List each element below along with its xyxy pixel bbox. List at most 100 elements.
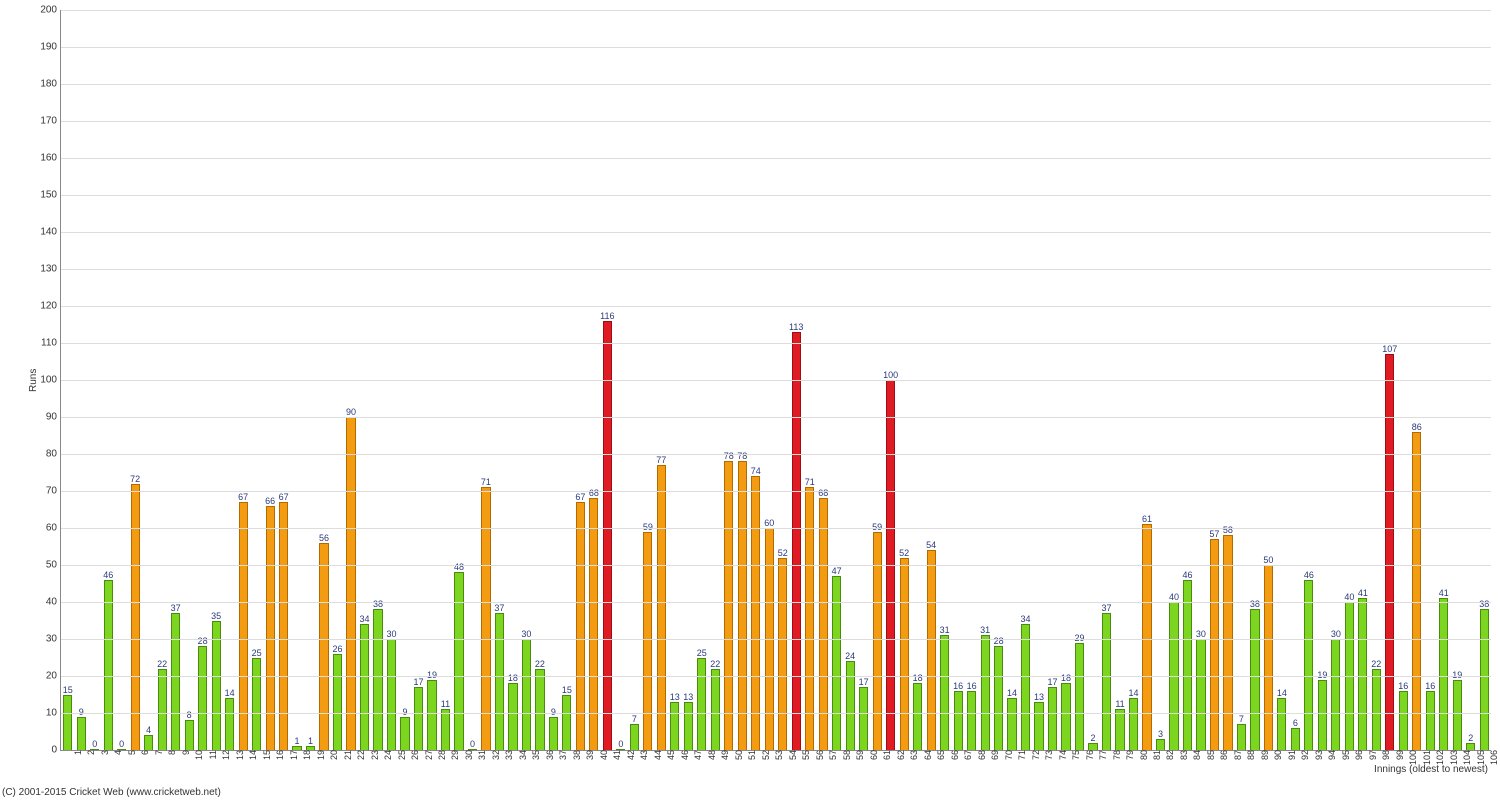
bar: 30 xyxy=(1196,639,1205,750)
bar: 54 xyxy=(927,550,936,750)
x-tick-label: 75 xyxy=(1069,750,1081,760)
bar: 22 xyxy=(158,669,167,750)
bar: 22 xyxy=(1372,669,1381,750)
bar: 17 xyxy=(859,687,868,750)
bar: 14 xyxy=(1129,698,1138,750)
bar: 13 xyxy=(1034,702,1043,750)
bar-value-label: 52 xyxy=(778,548,788,559)
x-tick-label: 64 xyxy=(921,750,933,760)
y-tick-label: 30 xyxy=(46,634,61,645)
bar: 13 xyxy=(684,702,693,750)
x-tick-label: 51 xyxy=(745,750,757,760)
gridline xyxy=(61,10,1491,11)
bar: 9 xyxy=(77,717,86,750)
bar-value-label: 34 xyxy=(1021,614,1031,625)
x-tick-label: 44 xyxy=(651,750,663,760)
bar: 11 xyxy=(441,709,450,750)
bar: 2 xyxy=(1088,743,1097,750)
x-tick-label: 81 xyxy=(1150,750,1162,760)
bar-value-label: 16 xyxy=(1398,681,1408,692)
bar: 11 xyxy=(1115,709,1124,750)
bar-value-label: 72 xyxy=(130,474,140,485)
y-tick-label: 50 xyxy=(46,560,61,571)
y-axis-title: Runs xyxy=(28,369,39,392)
runs-by-innings-chart: 1590460724223782835146725666711562690343… xyxy=(0,0,1500,800)
x-tick-label: 102 xyxy=(1433,750,1445,765)
bar-value-label: 37 xyxy=(1101,603,1111,614)
bar: 17 xyxy=(414,687,423,750)
bar-value-label: 61 xyxy=(1142,514,1152,525)
bar-value-label: 13 xyxy=(1034,692,1044,703)
x-tick-label: 39 xyxy=(583,750,595,760)
bar-value-label: 14 xyxy=(1128,688,1138,699)
bar: 4 xyxy=(144,735,153,750)
y-tick-label: 160 xyxy=(40,153,61,164)
y-tick-label: 180 xyxy=(40,79,61,90)
x-tick-label: 2 xyxy=(84,750,96,755)
x-tick-label: 36 xyxy=(543,750,555,760)
bar-value-label: 25 xyxy=(252,648,262,659)
y-tick-label: 120 xyxy=(40,301,61,312)
x-tick-label: 6 xyxy=(138,750,150,755)
gridline xyxy=(61,417,1491,418)
x-tick-label: 57 xyxy=(826,750,838,760)
bar: 38 xyxy=(1480,609,1489,750)
bar: 14 xyxy=(1007,698,1016,750)
bar-value-label: 37 xyxy=(494,603,504,614)
bar-value-label: 74 xyxy=(751,466,761,477)
gridline xyxy=(61,380,1491,381)
x-tick-label: 33 xyxy=(502,750,514,760)
x-tick-label: 73 xyxy=(1042,750,1054,760)
y-tick-label: 80 xyxy=(46,449,61,460)
x-tick-label: 66 xyxy=(948,750,960,760)
bar: 78 xyxy=(738,461,747,750)
bar: 37 xyxy=(171,613,180,750)
bar: 19 xyxy=(1318,680,1327,750)
bar: 38 xyxy=(1250,609,1259,750)
bar-value-label: 113 xyxy=(789,322,803,333)
x-tick-label: 97 xyxy=(1366,750,1378,760)
x-tick-label: 91 xyxy=(1285,750,1297,760)
bar: 46 xyxy=(104,580,113,750)
x-tick-label: 77 xyxy=(1096,750,1108,760)
x-tick-label: 15 xyxy=(260,750,272,760)
gridline xyxy=(61,232,1491,233)
x-tick-label: 82 xyxy=(1163,750,1175,760)
gridline xyxy=(61,713,1491,714)
bar-value-label: 22 xyxy=(157,659,167,670)
bar-value-label: 46 xyxy=(1182,570,1192,581)
bar-value-label: 2 xyxy=(1091,733,1096,744)
bar-value-label: 57 xyxy=(1209,529,1219,540)
bar: 61 xyxy=(1142,524,1151,750)
x-tick-label: 7 xyxy=(152,750,164,755)
x-tick-label: 78 xyxy=(1110,750,1122,760)
bar: 17 xyxy=(1048,687,1057,750)
x-tick-label: 71 xyxy=(1015,750,1027,760)
bar-value-label: 11 xyxy=(1115,699,1124,710)
bar: 2 xyxy=(1466,743,1475,750)
gridline xyxy=(61,47,1491,48)
bar: 16 xyxy=(967,691,976,750)
bar: 28 xyxy=(994,646,1003,750)
bar: 77 xyxy=(657,465,666,750)
bar: 31 xyxy=(981,635,990,750)
bar: 31 xyxy=(940,635,949,750)
bar-value-label: 17 xyxy=(1048,677,1058,688)
bar: 9 xyxy=(549,717,558,750)
y-tick-label: 90 xyxy=(46,412,61,423)
bar: 41 xyxy=(1439,598,1448,750)
bar-value-label: 15 xyxy=(63,685,73,696)
y-tick-label: 20 xyxy=(46,671,61,682)
bar-value-label: 41 xyxy=(1439,588,1449,599)
bar: 90 xyxy=(346,417,355,750)
x-tick-label: 72 xyxy=(1029,750,1041,760)
x-tick-label: 89 xyxy=(1258,750,1270,760)
bar: 16 xyxy=(1426,691,1435,750)
x-tick-label: 95 xyxy=(1339,750,1351,760)
bar-value-label: 2 xyxy=(1468,733,1473,744)
bar: 14 xyxy=(1277,698,1286,750)
x-axis-title: Innings (oldest to newest) xyxy=(1374,764,1488,775)
x-tick-label: 40 xyxy=(597,750,609,760)
x-tick-label: 30 xyxy=(462,750,474,760)
x-tick-label: 21 xyxy=(341,750,353,760)
